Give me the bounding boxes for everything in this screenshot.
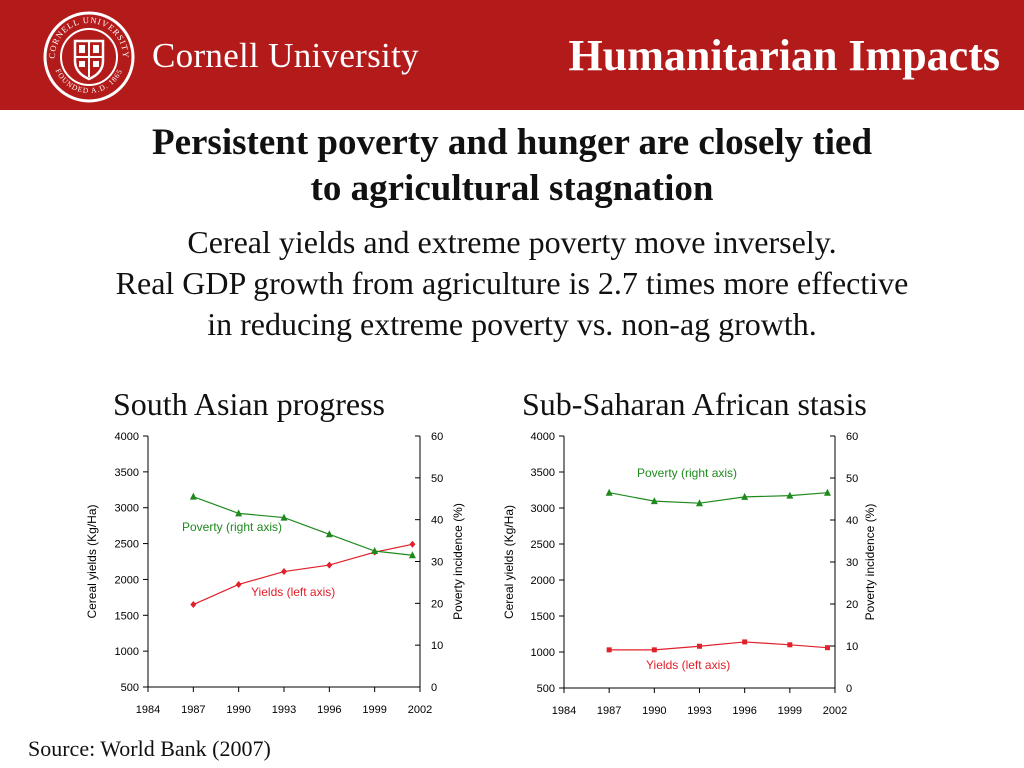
data-point-poverty — [741, 492, 749, 500]
data-point-yields — [235, 580, 242, 588]
y-tick-label-left: 3000 — [531, 503, 555, 515]
data-point-poverty — [235, 509, 243, 517]
chart-title-south-asia: South Asian progress — [113, 386, 385, 422]
y-axis-title-right: Poverty incidence (%) — [451, 503, 465, 620]
y-tick-label-left: 1500 — [531, 611, 555, 623]
university-name: Cornell University — [152, 36, 419, 75]
y-tick-label-left: 3500 — [531, 467, 555, 479]
x-tick-label: 1990 — [226, 704, 250, 716]
y-tick-label-right: 10 — [431, 640, 443, 652]
headline-line-2: to agricultural stagnation — [310, 168, 714, 209]
headline-line-1: Persistent poverty and hunger are closel… — [151, 122, 873, 163]
y-tick-label-right: 60 — [431, 431, 443, 443]
data-point-poverty — [605, 488, 613, 496]
data-point-poverty — [650, 497, 658, 505]
y-tick-label-left: 2000 — [531, 575, 555, 587]
y-tick-label-right: 50 — [846, 473, 858, 485]
data-point-poverty — [408, 551, 416, 559]
data-point-yields — [281, 568, 287, 576]
data-point-poverty — [371, 547, 379, 555]
x-tick-label: 1993 — [687, 705, 711, 717]
y-tick-label-left: 2500 — [115, 539, 139, 551]
x-tick-label: 1984 — [136, 704, 160, 716]
y-tick-label-right: 40 — [431, 515, 443, 527]
x-tick-label: 1996 — [317, 704, 341, 716]
y-tick-label-left: 1500 — [115, 610, 139, 622]
subtext-line-1: Cereal yields and extreme poverty move i… — [187, 224, 837, 260]
data-point-poverty — [189, 492, 197, 500]
y-tick-label-left: 4000 — [115, 431, 139, 443]
x-tick-label: 1987 — [597, 705, 621, 717]
data-point-yields — [742, 639, 748, 645]
y-tick-label-left: 500 — [537, 683, 555, 695]
series-label-yields: Yields (left axis) — [251, 585, 335, 599]
y-tick-label-left: 1000 — [115, 646, 139, 658]
y-axis-title-left: Cereal yields (Kg/Ha) — [502, 505, 516, 619]
data-point-yields — [787, 642, 793, 648]
series-line-yields — [193, 543, 413, 606]
y-tick-label-right: 20 — [846, 599, 858, 611]
x-tick-label: 1984 — [552, 705, 576, 717]
x-tick-label: 2002 — [408, 704, 432, 716]
y-tick-label-right: 40 — [846, 515, 858, 527]
data-point-yields — [697, 643, 702, 649]
series-line-poverty — [609, 492, 828, 504]
subtext: Cereal yields and extreme poverty move i… — [0, 222, 1024, 345]
series-line-poverty — [193, 496, 413, 556]
headline: Persistent poverty and hunger are closel… — [0, 120, 1024, 212]
series-label-poverty: Poverty (right axis) — [637, 466, 737, 480]
subtext-line-3: in reducing extreme poverty vs. non-ag g… — [207, 306, 817, 342]
y-tick-label-right: 0 — [431, 682, 437, 694]
data-point-yields — [606, 647, 612, 653]
x-tick-label: 1993 — [272, 704, 296, 716]
header-banner: CORNELL UNIVERSITY FOUNDED A.D. 1865 Cor… — [0, 0, 1024, 110]
y-tick-label-left: 2500 — [531, 539, 555, 551]
header-title: Humanitarian Impacts — [568, 31, 1000, 80]
data-point-poverty — [325, 530, 333, 538]
y-tick-label-left: 2000 — [115, 574, 139, 586]
y-axis-title-right: Poverty incidence (%) — [863, 504, 877, 621]
y-tick-label-right: 30 — [431, 557, 443, 569]
x-tick-label: 1999 — [778, 705, 802, 717]
data-point-poverty — [786, 491, 794, 499]
series-line-yields — [609, 641, 828, 651]
data-point-poverty — [280, 513, 288, 521]
x-tick-label: 1999 — [362, 704, 386, 716]
data-point-yields — [651, 647, 657, 653]
y-tick-label-right: 20 — [431, 598, 443, 610]
subtext-line-2: Real GDP growth from agriculture is 2.7 … — [115, 265, 909, 301]
y-tick-label-right: 0 — [846, 683, 852, 695]
chart-sub-saharan-africa: 500 1000 1500 2000 2500 3000 3500 4000 0 10 20 30 40… — [502, 431, 877, 717]
series-label-poverty: Poverty (right axis) — [182, 520, 282, 534]
y-tick-label-left: 500 — [121, 682, 139, 694]
data-point-poverty — [696, 499, 703, 507]
data-point-yields — [409, 540, 416, 548]
y-tick-label-left: 1000 — [531, 647, 555, 659]
y-tick-label-left: 3000 — [115, 503, 139, 515]
cornell-seal-logo: CORNELL UNIVERSITY FOUNDED A.D. 1865 — [43, 11, 135, 103]
x-tick-label: 2002 — [823, 705, 847, 717]
y-tick-label-right: 30 — [846, 557, 858, 569]
y-tick-label-right: 50 — [431, 473, 443, 485]
y-axis-title-left: Cereal yields (Kg/Ha) — [85, 504, 99, 618]
y-tick-label-left: 4000 — [531, 431, 555, 443]
x-tick-label: 1996 — [732, 705, 756, 717]
data-point-poverty — [823, 488, 831, 496]
series-label-yields: Yields (left axis) — [646, 658, 730, 672]
x-tick-label: 1990 — [642, 705, 666, 717]
source-note: Source: World Bank (2007) — [28, 736, 271, 761]
data-point-yields — [190, 601, 197, 609]
data-point-yields — [326, 561, 333, 569]
y-tick-label-right: 60 — [846, 431, 858, 443]
chart-title-sub-saharan-africa: Sub-Saharan African stasis — [522, 386, 867, 422]
x-tick-label: 1987 — [181, 704, 205, 716]
y-tick-label-right: 10 — [846, 641, 858, 653]
y-tick-label-left: 3500 — [115, 467, 139, 479]
data-point-yields — [824, 645, 830, 651]
chart-south-asia: 500 1000 1500 2000 2500 3000 3500 4000 0 10 20 30 40… — [85, 431, 465, 716]
